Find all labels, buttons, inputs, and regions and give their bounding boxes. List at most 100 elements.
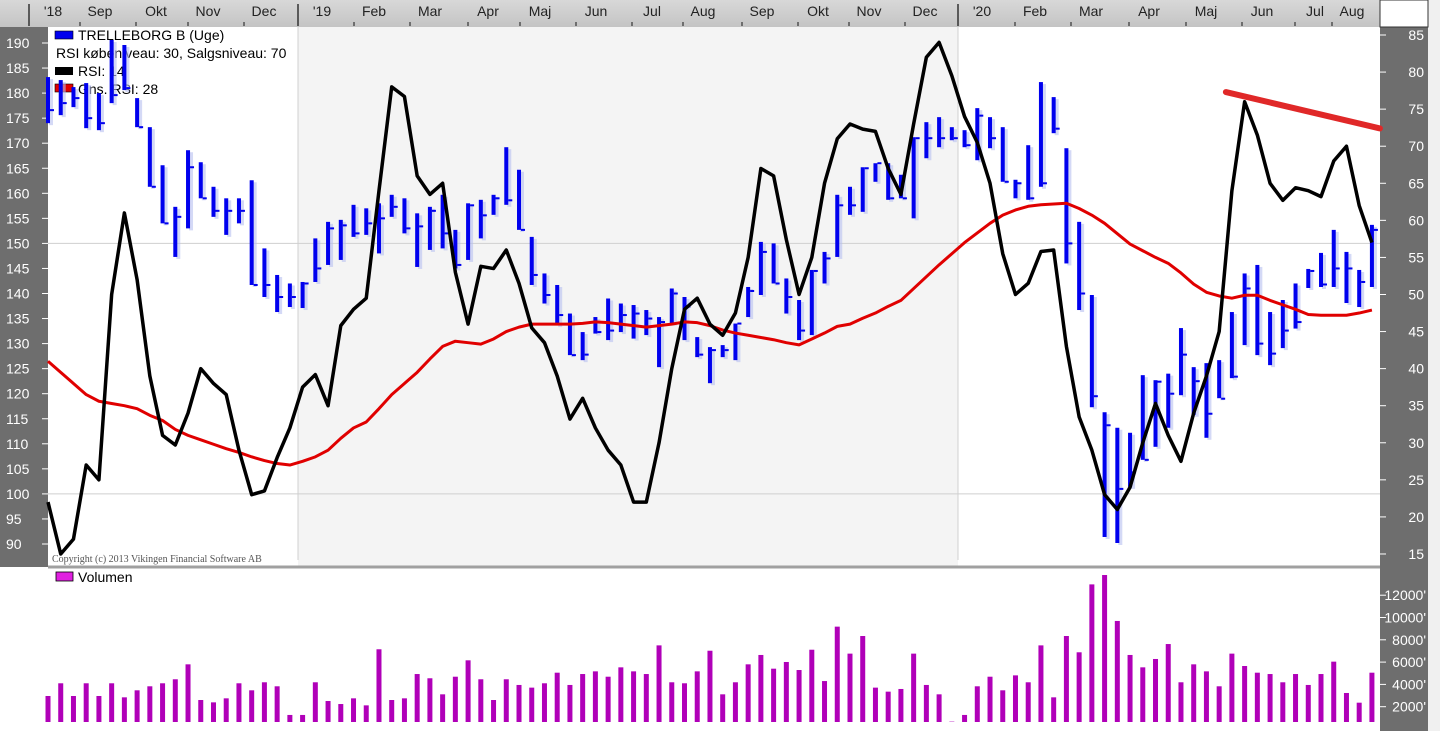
volume-bar: [732, 682, 738, 722]
price-bar-shadow: [494, 196, 499, 217]
price-bar-shadow: [430, 208, 435, 252]
rsi-tick-label: 50: [1408, 286, 1424, 302]
price-close-tick: [266, 283, 271, 286]
volume-bar: [1076, 652, 1082, 722]
volume-bar: [834, 626, 840, 722]
volume-bar: [1216, 686, 1222, 722]
price-bar: [682, 297, 687, 341]
volume-bar: [1331, 661, 1337, 722]
volume-legend: Volumen: [55, 569, 132, 585]
price-bar: [1178, 328, 1183, 396]
volume-bar: [1267, 674, 1273, 722]
price-close-tick: [1042, 182, 1047, 185]
price-bar-shadow: [125, 47, 130, 93]
price-bar-shadow: [570, 315, 575, 358]
price-close-tick: [1004, 180, 1009, 183]
price-close-tick: [100, 122, 105, 125]
price-bar-shadow: [329, 223, 334, 267]
price-bar-shadow: [1169, 375, 1174, 430]
price-bar-shadow: [698, 339, 703, 360]
volume-bar: [491, 700, 497, 722]
price-bar: [822, 251, 827, 284]
price-close-tick: [839, 204, 844, 207]
price-bar-shadow: [838, 196, 843, 259]
month-label: Nov: [857, 3, 882, 19]
price-close-tick: [177, 215, 182, 218]
volume-bar: [554, 672, 560, 722]
price-bar: [618, 303, 623, 333]
price-bar: [1089, 295, 1094, 408]
price-tick-label: 105: [6, 461, 30, 477]
price-close-tick: [941, 137, 946, 140]
price-bar-shadow: [1029, 147, 1034, 202]
volume-bar: [860, 636, 866, 722]
price-bar-shadow: [825, 253, 830, 286]
volume-bar: [1038, 645, 1044, 722]
volume-bar: [223, 698, 229, 722]
price-bar-shadow: [189, 152, 194, 231]
price-bar: [873, 163, 878, 182]
price-tick-label: 190: [6, 35, 30, 51]
volume-tick-label: 10000': [1384, 610, 1426, 626]
rsi-tick-label: 15: [1408, 546, 1424, 562]
price-bar: [911, 137, 916, 219]
price-close-tick: [979, 114, 984, 117]
price-bar-shadow: [1283, 302, 1288, 351]
price-bar-shadow: [303, 283, 308, 311]
rsi-tick-label: 75: [1408, 101, 1424, 117]
price-bar-shadow: [1372, 226, 1377, 289]
price-bar-shadow: [201, 164, 206, 201]
rsi-tick-label: 35: [1408, 398, 1424, 414]
price-close-tick: [762, 250, 767, 253]
price-bar-shadow: [341, 221, 346, 262]
volume-bar: [312, 682, 318, 722]
price-bar: [440, 194, 445, 249]
price-bar-shadow: [507, 149, 512, 207]
price-bar: [746, 286, 751, 318]
price-bar: [962, 130, 967, 148]
month-label: Nov: [196, 3, 221, 19]
price-close-tick: [1297, 321, 1302, 324]
price-bar-shadow: [1181, 330, 1186, 398]
price-bar-shadow: [481, 201, 486, 241]
price-bar: [593, 317, 598, 334]
price-bar-shadow: [660, 319, 665, 370]
price-bar: [1369, 224, 1374, 287]
price-tick-label: 115: [6, 411, 29, 427]
month-label: Maj: [1195, 3, 1218, 19]
price-close-tick: [1068, 242, 1073, 245]
month-label: Jun: [1251, 3, 1274, 19]
volume-bar: [427, 678, 433, 722]
price-close-tick: [215, 209, 220, 212]
price-bar-shadow: [278, 276, 283, 315]
price-bar-shadow: [583, 334, 588, 363]
volume-bar: [516, 684, 522, 722]
price-bar-shadow: [863, 169, 868, 214]
price-close-tick: [1106, 424, 1111, 427]
price-bar: [1280, 300, 1285, 349]
price-bar-shadow: [609, 300, 614, 343]
price-bar-shadow: [1232, 314, 1237, 381]
price-bar: [580, 332, 585, 361]
volume-bar: [351, 698, 357, 722]
price-bar-shadow: [214, 188, 219, 219]
price-close-tick: [877, 162, 882, 165]
price-bar: [707, 347, 712, 384]
price-bar-shadow: [596, 319, 601, 336]
volume-bar: [401, 698, 407, 722]
price-bar: [415, 213, 420, 267]
price-bar: [529, 236, 534, 285]
volume-bar: [745, 664, 751, 722]
right-axis-panel: [1380, 27, 1428, 731]
price-bar-shadow: [736, 325, 741, 363]
price-bar-shadow: [239, 200, 244, 226]
price-bar: [122, 45, 127, 91]
volume-bar: [172, 679, 178, 722]
price-close-tick: [368, 222, 373, 225]
price-close-tick: [406, 227, 411, 230]
price-close-tick: [355, 232, 360, 235]
price-bar-shadow: [520, 171, 525, 232]
volume-bar: [643, 674, 649, 722]
price-close-tick: [113, 94, 118, 97]
price-bar-shadow: [176, 208, 181, 259]
